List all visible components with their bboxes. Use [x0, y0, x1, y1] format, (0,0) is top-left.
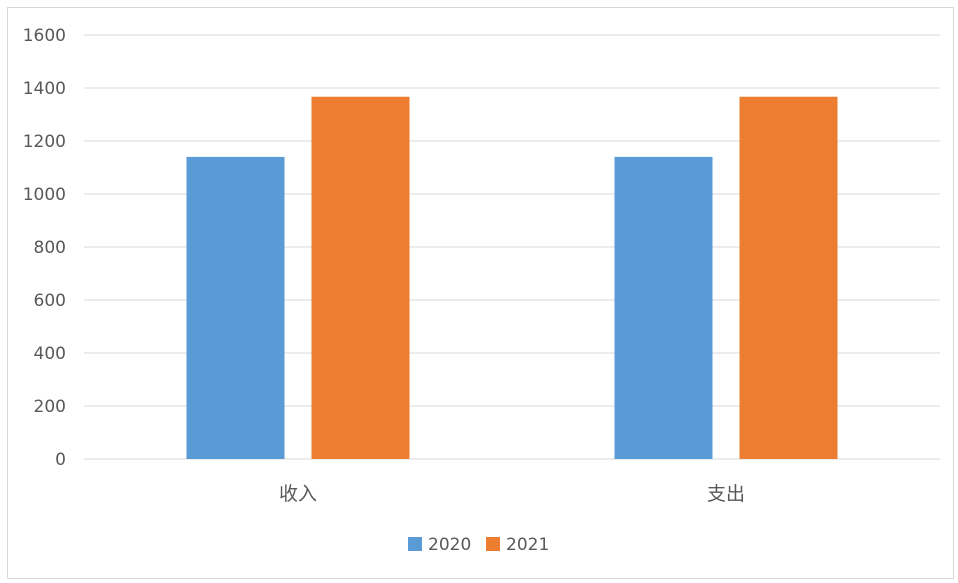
y-tick-label: 1000	[23, 185, 66, 205]
x-category-label: 支出	[707, 483, 745, 505]
y-tick-label: 200	[34, 397, 66, 417]
y-tick-label: 1400	[23, 79, 66, 99]
legend: 2020 2021	[408, 535, 549, 555]
x-category-label: 收入	[279, 483, 317, 505]
y-tick-label: 400	[34, 344, 66, 364]
bars	[186, 96, 838, 460]
legend-label: 2021	[506, 535, 549, 555]
y-tick-label: 0	[55, 450, 66, 470]
y-tick-label: 1600	[23, 26, 66, 46]
legend-swatch-2021	[486, 537, 500, 551]
bar-2021-0	[311, 96, 410, 460]
bar-2020-1	[614, 156, 713, 459]
legend-swatch-2020	[408, 537, 422, 551]
legend-label: 2020	[428, 535, 471, 555]
x-axis-categories: 收入 支出	[279, 483, 745, 505]
y-tick-label: 600	[34, 291, 66, 311]
y-axis-ticks: 0 200 400 600 800 1000 1200 1400 1600	[23, 26, 66, 470]
y-tick-label: 800	[34, 238, 66, 258]
y-tick-label: 1200	[23, 132, 66, 152]
bar-2021-1	[739, 96, 838, 460]
bar-2020-0	[186, 156, 285, 459]
